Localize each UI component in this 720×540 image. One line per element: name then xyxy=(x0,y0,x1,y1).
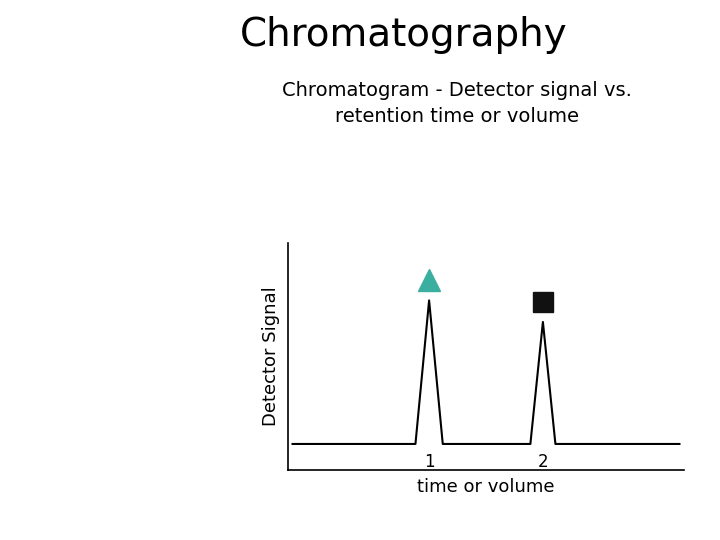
Text: Chromatogram - Detector signal vs.
retention time or volume: Chromatogram - Detector signal vs. reten… xyxy=(282,81,632,126)
Text: Chromatography: Chromatography xyxy=(239,16,567,54)
Y-axis label: Detector Signal: Detector Signal xyxy=(261,287,279,426)
Text: 1: 1 xyxy=(424,453,434,470)
Text: 2: 2 xyxy=(538,453,548,470)
X-axis label: time or volume: time or volume xyxy=(418,478,554,496)
